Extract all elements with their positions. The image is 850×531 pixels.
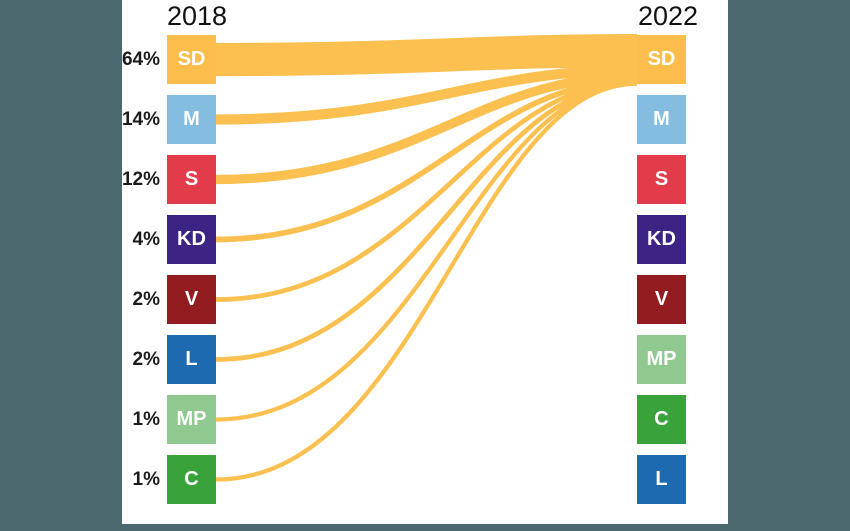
party-box-2022-l: L (637, 455, 686, 504)
frame-left (0, 0, 122, 531)
share-label-2018-m: 14% (121, 109, 160, 130)
party-box-2018-sd: SD (167, 35, 216, 84)
flow-m-to-sd (215, 64, 638, 125)
frame-right (728, 0, 850, 531)
party-box-2022-kd: KD (637, 215, 686, 264)
flow-mp-to-sd (215, 81, 638, 422)
share-label-2018-v: 2% (132, 289, 160, 310)
flow-kd-to-sd (215, 77, 638, 243)
party-box-2018-l: L (167, 335, 216, 384)
party-box-2022-s: S (637, 155, 686, 204)
party-box-2022-m: M (637, 95, 686, 144)
share-label-2018-kd: 4% (132, 229, 160, 250)
party-box-2022-v: V (637, 275, 686, 324)
flow-paths (215, 34, 638, 482)
share-label-2018-sd: 64% (121, 49, 160, 70)
share-label-2018-c: 1% (132, 469, 160, 490)
share-label-2018-s: 12% (121, 169, 160, 190)
frame-bottom (122, 524, 728, 531)
column-title-2022: 2022 (637, 1, 699, 31)
party-box-2022-c: C (637, 395, 686, 444)
flow-s-to-sd (215, 71, 638, 185)
flow-c-to-sd (215, 81, 638, 482)
party-box-2018-m: M (167, 95, 216, 144)
party-box-2018-v: V (167, 275, 216, 324)
share-label-2018-mp: 1% (132, 409, 160, 430)
party-box-2022-mp: MP (637, 335, 686, 384)
party-box-2018-s: S (167, 155, 216, 204)
flow-l-to-sd (215, 80, 638, 362)
flow-v-to-sd (215, 79, 638, 302)
party-box-2018-mp: MP (167, 395, 216, 444)
party-box-2018-kd: KD (167, 215, 216, 264)
flow-sd-to-sd (215, 34, 638, 77)
party-box-2022-sd: SD (637, 35, 686, 84)
party-box-2018-c: C (167, 455, 216, 504)
column-title-2018: 2018 (166, 1, 228, 31)
share-label-2018-l: 2% (132, 349, 160, 370)
